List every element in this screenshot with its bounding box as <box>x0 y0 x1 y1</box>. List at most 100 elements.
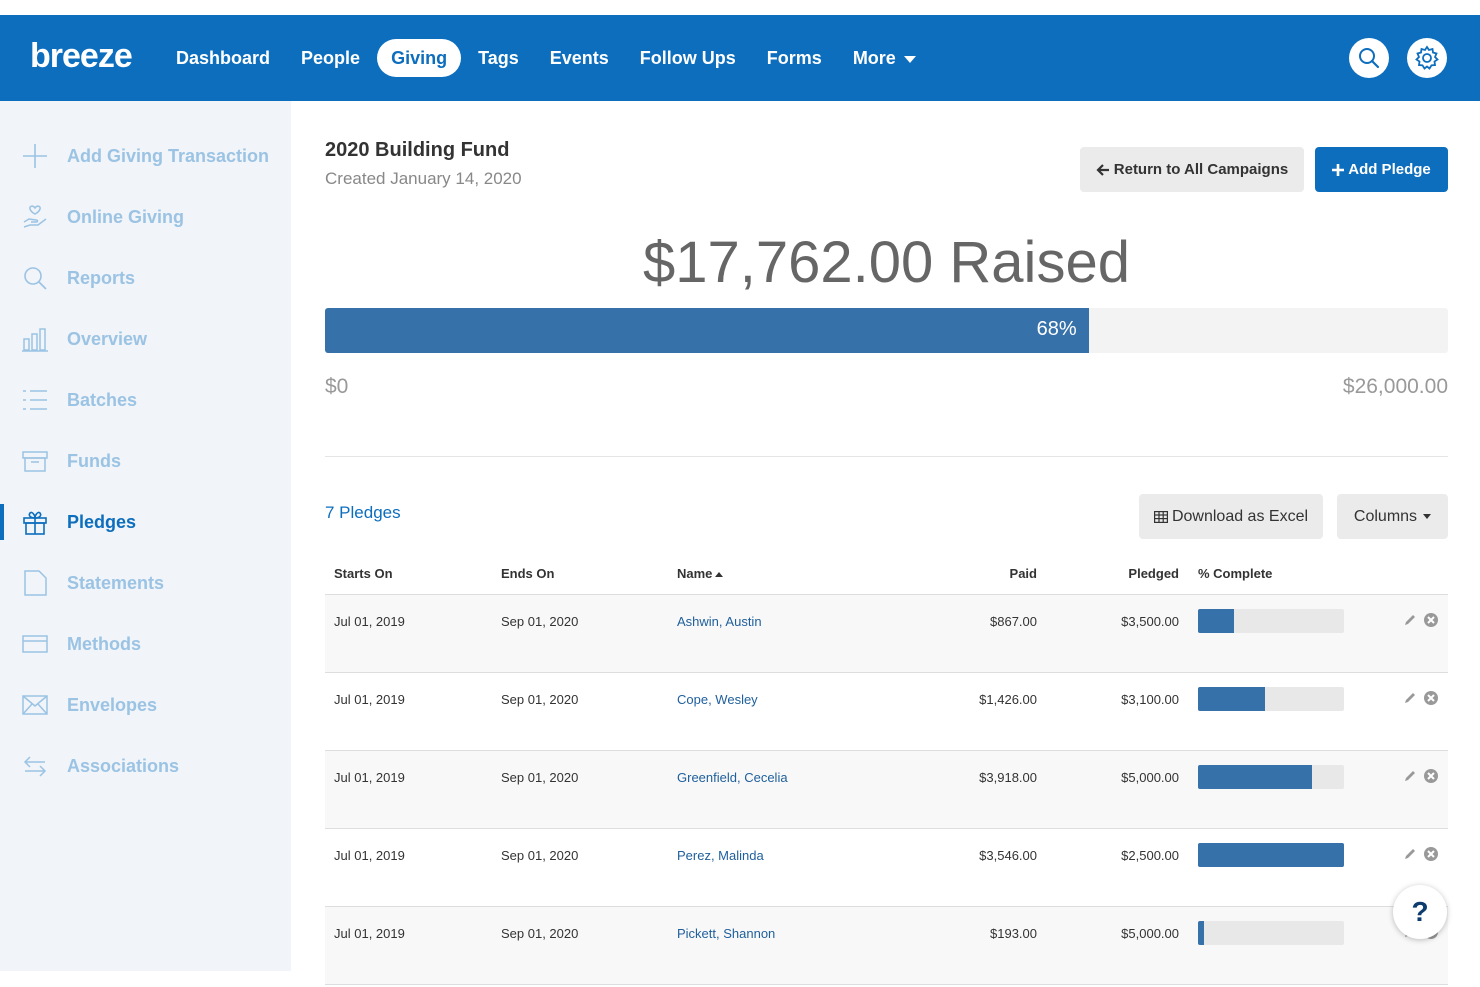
sidebar-item-overview[interactable]: Overview <box>0 314 291 364</box>
swap-arrows-icon <box>20 751 50 781</box>
nav-more[interactable]: More <box>839 39 930 77</box>
starts-on-cell: Jul 01, 2019 <box>334 614 405 629</box>
sidebar-item-statements[interactable]: Statements <box>0 558 291 608</box>
col-paid[interactable]: Paid <box>1009 566 1037 581</box>
nav-events[interactable]: Events <box>549 48 609 68</box>
credit-card-icon <box>20 629 50 659</box>
remove-circle-icon[interactable] <box>1423 612 1439 628</box>
remove-circle-icon[interactable] <box>1423 846 1439 862</box>
envelope-icon <box>20 690 50 720</box>
settings-button[interactable] <box>1407 38 1447 78</box>
sidebar-item-methods[interactable]: Methods <box>0 619 291 669</box>
pledger-name-link[interactable]: Greenfield, Cecelia <box>677 770 788 785</box>
hand-heart-icon <box>20 202 50 232</box>
campaign-progress-label: 68% <box>1036 318 1077 340</box>
sidebar-item-label: Methods <box>67 633 141 654</box>
sidebar-item-associations[interactable]: Associations <box>0 741 291 791</box>
pledge-progress-bar <box>1198 765 1344 789</box>
sidebar-item-label: Online Giving <box>67 206 185 227</box>
col-percent-complete[interactable]: % Complete <box>1198 566 1273 581</box>
return-to-campaigns-button[interactable]: Return to All Campaigns <box>1080 147 1304 192</box>
sidebar-item-batches[interactable]: Batches <box>0 375 291 425</box>
sidebar-item-reports[interactable]: Reports <box>0 253 291 303</box>
table-row: Jul 01, 2019 Sep 01, 2020 Perez, Malinda… <box>325 829 1448 907</box>
search-button[interactable] <box>1349 38 1389 78</box>
paid-cell: $1,426.00 <box>979 692 1037 707</box>
sidebar-item-label: Batches <box>67 389 138 410</box>
nav-dashboard[interactable]: Dashboard <box>176 48 271 68</box>
goal-min: $0 <box>325 375 349 398</box>
sidebar-item-label: Add Giving Transaction <box>67 145 270 166</box>
nav-more-label: More <box>852 48 896 68</box>
add-pledge-button[interactable]: Add Pledge <box>1315 147 1448 192</box>
bar-chart-icon <box>20 324 50 354</box>
nav-forms[interactable]: Forms <box>766 48 822 68</box>
campaign-title: 2020 Building Fund <box>325 139 510 161</box>
section-divider <box>325 456 1448 457</box>
help-button[interactable]: ? <box>1393 885 1447 939</box>
sidebar-item-label: Envelopes <box>67 694 158 715</box>
nav-tags[interactable]: Tags <box>478 48 519 68</box>
pencil-icon[interactable] <box>1402 768 1418 784</box>
remove-circle-icon[interactable] <box>1423 690 1439 706</box>
pledge-progress-bar <box>1198 609 1344 633</box>
col-pledged[interactable]: Pledged <box>1128 566 1179 581</box>
archive-box-icon <box>20 446 50 476</box>
col-name[interactable]: Name <box>677 566 724 581</box>
ends-on-cell: Sep 01, 2020 <box>501 926 579 941</box>
pledge-progress-fill <box>1198 843 1344 867</box>
paid-cell: $193.00 <box>990 926 1037 941</box>
pledge-progress-fill <box>1198 687 1266 711</box>
sidebar-item-envelopes[interactable]: Envelopes <box>0 680 291 730</box>
paid-cell: $867.00 <box>990 614 1037 629</box>
ends-on-cell: Sep 01, 2020 <box>501 614 579 629</box>
sidebar-item-label: Statements <box>67 572 165 593</box>
sidebar-item-pledges[interactable]: Pledges <box>0 497 291 547</box>
col-starts-on[interactable]: Starts On <box>334 566 393 581</box>
pledger-name-link[interactable]: Pickett, Shannon <box>677 926 776 941</box>
pledger-name-link[interactable]: Ashwin, Austin <box>677 614 762 629</box>
pencil-icon[interactable] <box>1402 846 1418 862</box>
list-icon <box>20 385 50 415</box>
pencil-icon[interactable] <box>1402 690 1418 706</box>
sidebar-item-add-giving-transaction[interactable]: Add Giving Transaction <box>0 131 291 181</box>
breeze-logo[interactable]: breeze <box>30 37 133 75</box>
download-excel-button[interactable]: Download as Excel <box>1139 494 1323 539</box>
nav-follow-ups[interactable]: Follow Ups <box>639 48 736 68</box>
main-nav: Dashboard People Giving Tags Events Foll… <box>162 39 933 77</box>
pledge-progress-bar <box>1198 921 1344 945</box>
nav-giving[interactable]: Giving <box>377 39 462 77</box>
sidebar-item-label: Associations <box>67 755 180 776</box>
paid-cell: $3,546.00 <box>979 848 1037 863</box>
ends-on-cell: Sep 01, 2020 <box>501 770 579 785</box>
pencil-icon[interactable] <box>1402 612 1418 628</box>
table-icon <box>1153 510 1168 523</box>
sidebar-item-label: Reports <box>67 267 136 288</box>
add-pledge-label: Add Pledge <box>1348 161 1431 178</box>
pledge-progress-bar <box>1198 843 1344 867</box>
columns-dropdown[interactable]: Columns <box>1337 494 1448 539</box>
pledge-count: 7 Pledges <box>325 503 401 522</box>
arrow-left-icon <box>1096 163 1109 176</box>
chevron-down-icon <box>903 55 916 63</box>
nav-people[interactable]: People <box>301 48 361 68</box>
paid-cell: $3,918.00 <box>979 770 1037 785</box>
top-navbar: breeze Dashboard People Giving Tags Even… <box>0 15 1480 101</box>
sidebar-item-funds[interactable]: Funds <box>0 436 291 486</box>
plus-icon <box>20 141 50 171</box>
return-label: Return to All Campaigns <box>1113 161 1289 178</box>
remove-circle-icon[interactable] <box>1423 768 1439 784</box>
pledger-name-link[interactable]: Perez, Malinda <box>677 848 764 863</box>
col-ends-on[interactable]: Ends On <box>501 566 555 581</box>
sidebar-item-online-giving[interactable]: Online Giving <box>0 192 291 242</box>
table-row: Jul 01, 2019 Sep 01, 2020 Cope, Wesley $… <box>325 673 1448 751</box>
pledged-cell: $5,000.00 <box>1121 770 1179 785</box>
campaign-created-date: Created January 14, 2020 <box>325 169 522 188</box>
document-icon <box>20 568 50 598</box>
pledger-name-link[interactable]: Cope, Wesley <box>677 692 758 707</box>
campaign-progress-bar: 68% <box>325 308 1448 353</box>
pledge-progress-fill <box>1198 921 1204 945</box>
campaign-progress-fill: 68% <box>325 308 1089 353</box>
starts-on-cell: Jul 01, 2019 <box>334 926 405 941</box>
table-row: Jul 01, 2019 Sep 01, 2020 Ashwin, Austin… <box>325 595 1448 673</box>
